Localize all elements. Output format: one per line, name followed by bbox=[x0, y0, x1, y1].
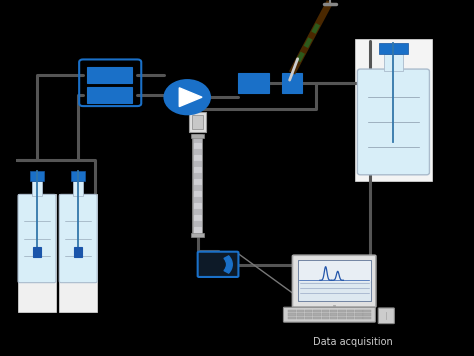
Bar bbox=[346, 313, 354, 316]
Bar bbox=[305, 317, 312, 319]
Bar bbox=[59, 194, 97, 312]
Bar bbox=[30, 171, 44, 181]
FancyBboxPatch shape bbox=[59, 194, 97, 283]
Bar bbox=[305, 310, 312, 312]
Bar bbox=[305, 313, 312, 316]
Bar bbox=[194, 167, 201, 173]
FancyBboxPatch shape bbox=[18, 194, 56, 283]
Bar bbox=[297, 313, 304, 316]
Bar bbox=[298, 260, 371, 301]
Bar bbox=[288, 313, 296, 316]
Bar bbox=[194, 173, 201, 179]
Bar bbox=[363, 310, 371, 312]
Bar bbox=[384, 54, 403, 71]
Bar bbox=[282, 73, 302, 93]
Bar bbox=[379, 43, 408, 54]
Bar bbox=[288, 310, 296, 312]
Bar bbox=[194, 227, 201, 233]
Bar bbox=[32, 181, 42, 196]
Bar bbox=[313, 317, 321, 319]
Bar bbox=[321, 313, 329, 316]
Bar bbox=[288, 317, 296, 319]
Bar bbox=[191, 233, 204, 237]
Bar bbox=[87, 67, 132, 83]
Bar bbox=[194, 137, 201, 143]
Bar bbox=[191, 134, 204, 138]
Bar bbox=[330, 317, 337, 319]
Polygon shape bbox=[179, 88, 202, 106]
FancyBboxPatch shape bbox=[357, 69, 429, 175]
FancyBboxPatch shape bbox=[283, 307, 375, 322]
FancyBboxPatch shape bbox=[292, 255, 376, 307]
Bar bbox=[313, 313, 321, 316]
Bar bbox=[194, 209, 201, 215]
Bar bbox=[87, 87, 132, 103]
Bar bbox=[194, 185, 201, 191]
Bar bbox=[297, 310, 304, 312]
Bar bbox=[194, 161, 201, 167]
Bar bbox=[346, 317, 354, 319]
Bar bbox=[299, 261, 370, 281]
FancyBboxPatch shape bbox=[378, 308, 394, 324]
Bar bbox=[194, 179, 201, 185]
Bar bbox=[33, 247, 41, 257]
Bar bbox=[355, 310, 363, 312]
Bar bbox=[299, 282, 370, 300]
Bar bbox=[194, 197, 201, 203]
Bar bbox=[321, 310, 329, 312]
Bar bbox=[321, 317, 329, 319]
Bar bbox=[363, 313, 371, 316]
Text: Data acquisition: Data acquisition bbox=[313, 337, 393, 347]
Bar bbox=[189, 112, 206, 132]
Wedge shape bbox=[224, 256, 232, 273]
Bar bbox=[355, 39, 432, 181]
Bar bbox=[194, 191, 201, 197]
Circle shape bbox=[164, 80, 210, 114]
Bar bbox=[194, 215, 201, 221]
Bar bbox=[338, 317, 346, 319]
Bar bbox=[355, 313, 363, 316]
Bar bbox=[338, 313, 346, 316]
Bar bbox=[71, 171, 85, 181]
Bar bbox=[194, 203, 201, 209]
Bar bbox=[238, 73, 269, 93]
Bar bbox=[194, 149, 201, 155]
Bar bbox=[313, 310, 321, 312]
Bar bbox=[74, 247, 82, 257]
Bar bbox=[338, 310, 346, 312]
Bar bbox=[194, 155, 201, 161]
Bar bbox=[192, 115, 203, 129]
Bar bbox=[297, 317, 304, 319]
Bar bbox=[193, 135, 202, 235]
Bar bbox=[73, 181, 83, 196]
Bar bbox=[330, 310, 337, 312]
Bar bbox=[194, 143, 201, 149]
Bar bbox=[363, 317, 371, 319]
Bar bbox=[194, 221, 201, 227]
Bar bbox=[18, 194, 56, 312]
FancyBboxPatch shape bbox=[198, 252, 238, 277]
Bar bbox=[355, 317, 363, 319]
Bar bbox=[346, 310, 354, 312]
Bar bbox=[330, 313, 337, 316]
